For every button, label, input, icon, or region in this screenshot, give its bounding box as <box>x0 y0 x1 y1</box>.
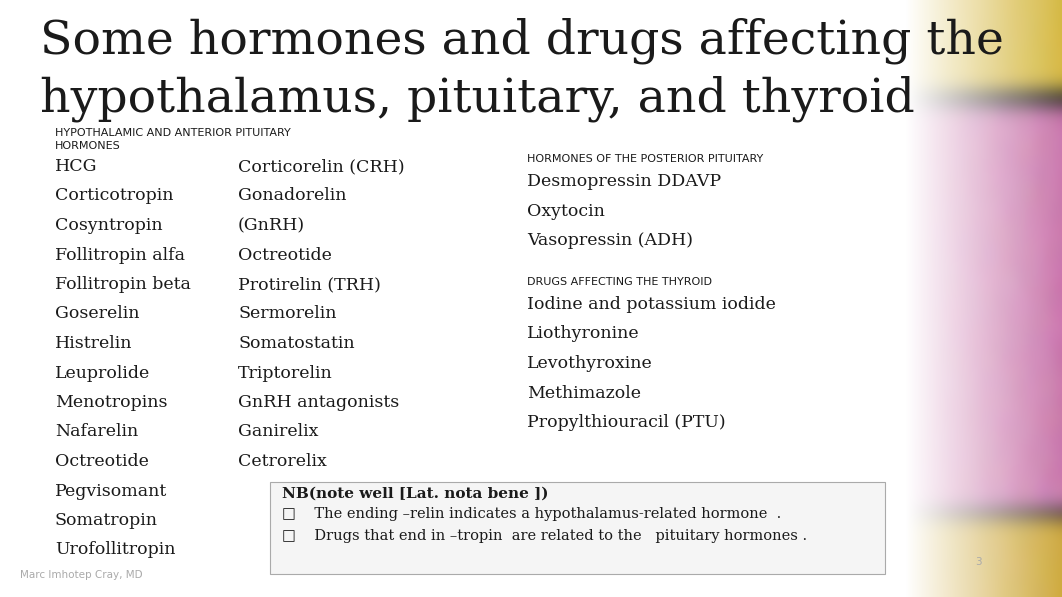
Text: Somatostatin: Somatostatin <box>238 335 355 352</box>
Text: Iodine and potassium iodide: Iodine and potassium iodide <box>527 296 776 313</box>
Text: Methimazole: Methimazole <box>527 384 641 402</box>
Text: Ganirelix: Ganirelix <box>238 423 319 441</box>
Text: Vasopressin (ADH): Vasopressin (ADH) <box>527 232 693 249</box>
Text: Liothyronine: Liothyronine <box>527 325 639 343</box>
Text: HYPOTHALAMIC AND ANTERIOR PITUITARY: HYPOTHALAMIC AND ANTERIOR PITUITARY <box>55 128 291 138</box>
Text: Some hormones and drugs affecting the
hypothalamus, pituitary, and thyroid: Some hormones and drugs affecting the hy… <box>40 18 1004 122</box>
Text: Protirelin (TRH): Protirelin (TRH) <box>238 276 381 293</box>
Text: GnRH antagonists: GnRH antagonists <box>238 394 399 411</box>
Text: Desmopressin DDAVP: Desmopressin DDAVP <box>527 173 721 190</box>
Text: Marc Imhotep Cray, MD: Marc Imhotep Cray, MD <box>20 570 142 580</box>
Text: HCG: HCG <box>55 158 98 175</box>
Text: Nafarelin: Nafarelin <box>55 423 138 441</box>
Text: Pegvisomant: Pegvisomant <box>55 482 167 500</box>
Text: Menotropins: Menotropins <box>55 394 168 411</box>
Text: Histrelin: Histrelin <box>55 335 133 352</box>
Text: Corticotropin: Corticotropin <box>55 187 173 205</box>
Text: Sermorelin: Sermorelin <box>238 306 337 322</box>
Text: Corticorelin (CRH): Corticorelin (CRH) <box>238 158 405 175</box>
Text: Somatropin: Somatropin <box>55 512 158 529</box>
Text: □    Drugs that end in –tropin  are related to the   pituitary hormones .: □ Drugs that end in –tropin are related … <box>282 529 807 543</box>
Text: □    The ending –relin indicates a hypothalamus-related hormone  .: □ The ending –relin indicates a hypothal… <box>282 507 782 521</box>
Text: NB(note well [Lat. nota bene ]): NB(note well [Lat. nota bene ]) <box>282 487 548 501</box>
Text: Follitropin alfa: Follitropin alfa <box>55 247 185 263</box>
Text: Urofollitropin: Urofollitropin <box>55 541 175 559</box>
Text: DRUGS AFFECTING THE THYROID: DRUGS AFFECTING THE THYROID <box>527 277 712 287</box>
Text: Octreotide: Octreotide <box>238 247 331 263</box>
Text: Levothyroxine: Levothyroxine <box>527 355 653 372</box>
FancyBboxPatch shape <box>270 482 885 574</box>
Text: Cetrorelix: Cetrorelix <box>238 453 327 470</box>
Text: 3: 3 <box>975 557 981 567</box>
Text: Leuprolide: Leuprolide <box>55 365 150 381</box>
Text: (GnRH): (GnRH) <box>238 217 305 234</box>
Text: Follitropin beta: Follitropin beta <box>55 276 191 293</box>
Text: Propylthiouracil (PTU): Propylthiouracil (PTU) <box>527 414 725 431</box>
Text: Gonadorelin: Gonadorelin <box>238 187 346 205</box>
Text: HORMONES: HORMONES <box>55 141 121 151</box>
Text: Octreotide: Octreotide <box>55 453 149 470</box>
Text: Oxytocin: Oxytocin <box>527 202 605 220</box>
Text: Goserelin: Goserelin <box>55 306 139 322</box>
Text: Triptorelin: Triptorelin <box>238 365 332 381</box>
Text: Cosyntropin: Cosyntropin <box>55 217 162 234</box>
Text: HORMONES OF THE POSTERIOR PITUITARY: HORMONES OF THE POSTERIOR PITUITARY <box>527 154 764 164</box>
